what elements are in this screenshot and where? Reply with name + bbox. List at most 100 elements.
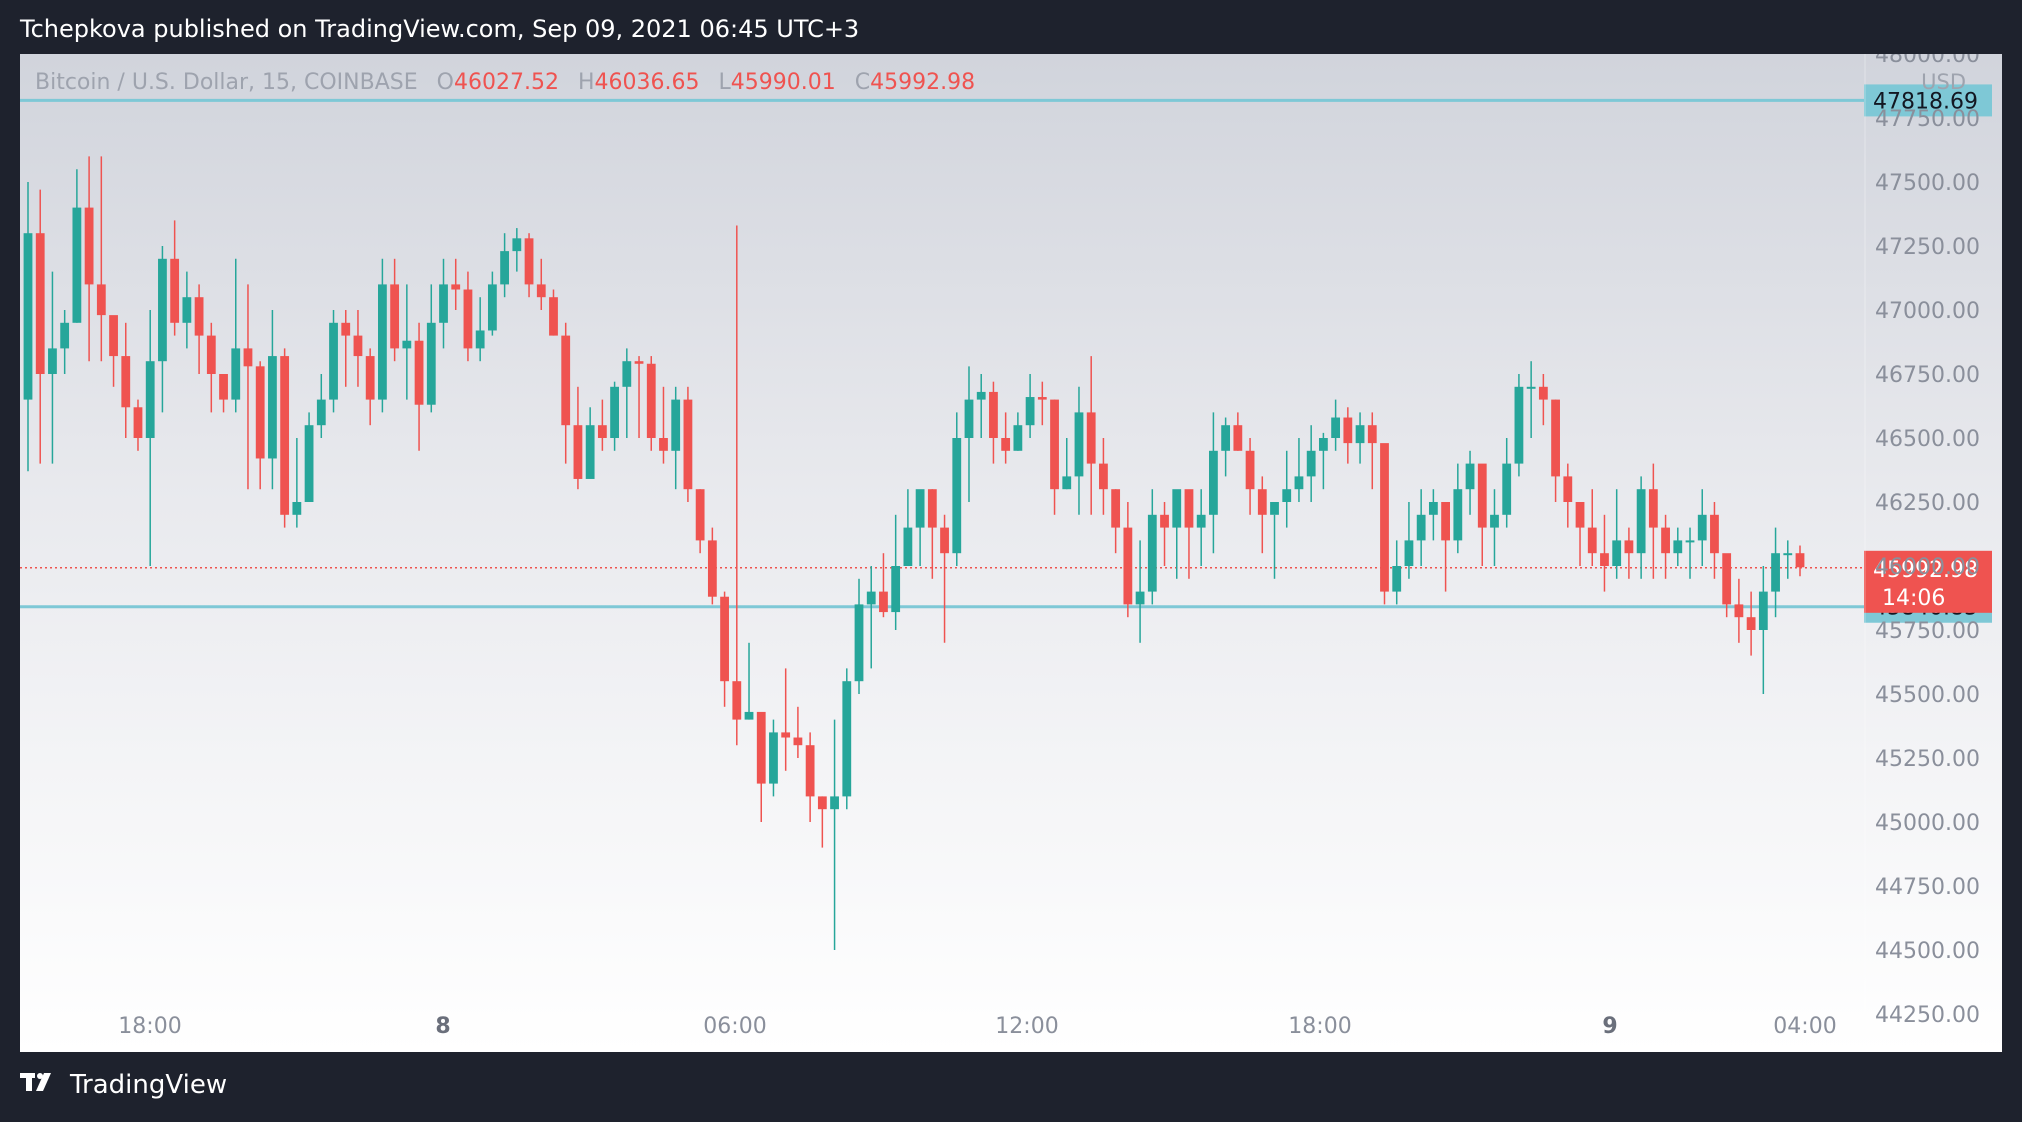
candle	[646, 356, 656, 451]
candle	[989, 381, 998, 464]
candle-body	[1600, 553, 1609, 566]
candle-body	[1538, 386, 1548, 400]
candle	[316, 374, 326, 438]
candle	[1367, 412, 1377, 490]
candle	[133, 399, 143, 451]
candle	[1270, 502, 1279, 579]
open-value: 46027.52	[453, 70, 559, 95]
candle-body	[1270, 502, 1279, 515]
candle	[1661, 514, 1670, 579]
candle	[219, 374, 228, 413]
candle-body	[1661, 527, 1670, 554]
candle-body	[1001, 438, 1011, 451]
high-value: 46036.65	[594, 70, 700, 95]
candle	[72, 169, 82, 323]
candle	[707, 527, 717, 605]
candle-body	[769, 732, 778, 784]
candle	[744, 642, 754, 720]
currency-label[interactable]: USD	[1921, 70, 1966, 94]
candle	[1490, 489, 1499, 566]
candle	[634, 356, 644, 438]
axis-layer: 48000.00 47750.00 47500.00 47250.00 47000.00…	[118, 54, 1980, 1052]
y-tick-label: 44750.00	[1875, 875, 1980, 900]
y-tick-label: 45500.00	[1875, 683, 1980, 708]
candle	[1196, 489, 1206, 566]
candle	[1734, 578, 1744, 643]
low-label: L	[718, 70, 731, 95]
candle-body	[1441, 502, 1450, 541]
low-value: 45990.01	[730, 70, 836, 95]
candle-body	[561, 335, 571, 426]
candle-body	[84, 207, 94, 285]
candle-body	[646, 363, 656, 438]
candle	[1013, 412, 1023, 451]
candle-body	[304, 425, 314, 502]
candle-body	[793, 737, 803, 746]
candle-body	[1392, 566, 1402, 592]
y-tick-label: 47000.00	[1875, 299, 1980, 324]
candle-body	[781, 732, 791, 738]
candle	[341, 310, 351, 387]
candle	[60, 310, 70, 374]
candle-body	[1710, 514, 1719, 554]
candle	[292, 438, 302, 528]
candle	[927, 489, 937, 579]
candle-body	[1783, 553, 1793, 556]
candle-body	[280, 356, 290, 515]
candle	[1771, 527, 1780, 618]
candle	[1404, 502, 1414, 579]
candle-body	[1209, 450, 1218, 515]
candle	[610, 381, 619, 451]
candle-body	[194, 297, 204, 336]
candle-body	[268, 356, 277, 459]
candle-body	[182, 297, 192, 323]
candle-body	[1648, 489, 1658, 528]
candle	[1184, 489, 1194, 579]
candle	[1209, 412, 1218, 554]
publisher-header: Tchepkova published on TradingView.com, …	[20, 15, 860, 43]
y-tick-label: 46750.00	[1875, 363, 1980, 388]
candle-body	[891, 566, 901, 613]
candle	[378, 258, 387, 413]
candle-body	[683, 399, 693, 490]
candle	[463, 271, 473, 362]
candle-body	[549, 297, 558, 336]
candle	[255, 361, 265, 490]
candle	[720, 591, 729, 707]
x-tick-label: 18:00	[1288, 1014, 1351, 1039]
candle-body	[1025, 397, 1035, 426]
candle-body	[109, 315, 118, 357]
candle	[1416, 489, 1426, 566]
candle-body	[329, 322, 338, 400]
close-label: C	[854, 70, 871, 95]
candle-body	[243, 348, 253, 367]
symbol-name: Bitcoin / U.S. Dollar, 15, COINBASE	[35, 70, 418, 95]
candle-body	[573, 425, 583, 479]
candle	[500, 233, 510, 298]
candle-body	[1734, 604, 1744, 618]
candle-body	[500, 251, 510, 285]
candle-body	[487, 284, 497, 331]
candle-body	[1318, 438, 1328, 451]
candle-body	[1673, 540, 1683, 554]
candle-body	[1294, 476, 1304, 490]
candle-body	[1404, 540, 1414, 566]
candle	[1795, 545, 1805, 577]
candle-body	[1331, 417, 1341, 438]
candle	[1355, 412, 1365, 464]
candle	[121, 322, 131, 438]
candle-body	[378, 284, 387, 400]
footer-brand[interactable]: TradingView	[20, 1070, 227, 1100]
candle	[891, 514, 901, 630]
candle	[854, 578, 864, 694]
candle-body	[390, 284, 400, 349]
candle	[1612, 489, 1622, 579]
candle	[952, 412, 962, 566]
candle-body	[622, 361, 632, 387]
candle	[793, 706, 803, 758]
candle	[243, 284, 253, 490]
candle	[1062, 438, 1072, 490]
